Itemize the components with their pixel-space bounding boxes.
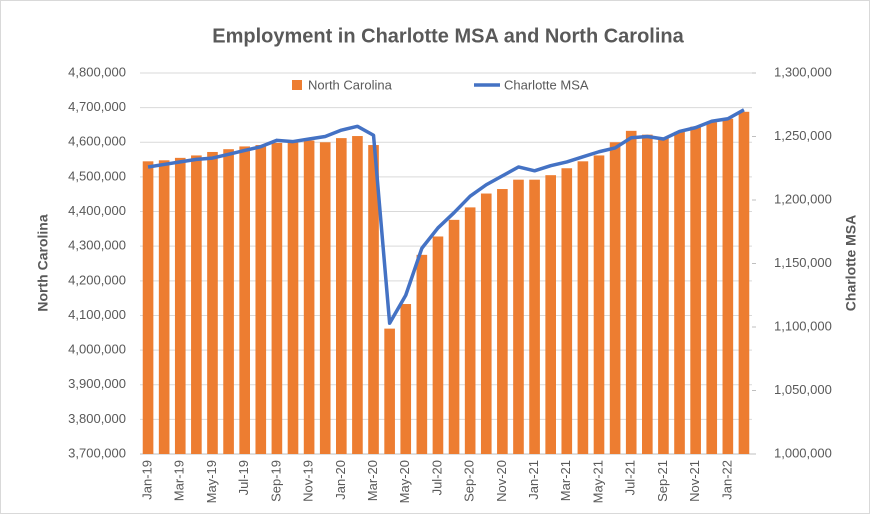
y-tick-label: 4,100,000 — [68, 307, 126, 322]
bar — [271, 142, 283, 454]
bar — [336, 138, 347, 454]
bar — [384, 328, 395, 454]
bar — [174, 157, 186, 455]
bar — [545, 175, 556, 454]
y-tick-label: 4,200,000 — [68, 272, 126, 287]
y2-axis-title: Charlotte MSA — [843, 215, 859, 311]
bar — [609, 142, 621, 455]
x-tick-label: Sep-20 — [462, 460, 477, 502]
bar — [352, 136, 363, 454]
bar — [642, 134, 653, 455]
x-tick-label: Sep-21 — [655, 460, 670, 502]
bar — [239, 146, 250, 455]
bar — [255, 145, 267, 454]
y-tick-label: 4,300,000 — [68, 238, 126, 253]
y-tick-label: 3,700,000 — [68, 445, 126, 460]
x-tick-label: Mar-21 — [558, 460, 573, 501]
legend-swatch — [292, 80, 302, 90]
bar — [690, 126, 701, 454]
bar — [158, 160, 170, 454]
bar — [658, 138, 669, 454]
legend-label: Charlotte MSA — [504, 77, 589, 92]
bar — [368, 145, 379, 454]
bar — [432, 236, 444, 454]
x-tick-label: Sep-19 — [268, 460, 283, 502]
y-tick-label: 4,500,000 — [68, 168, 126, 183]
bar — [738, 111, 750, 454]
y-tick-label: 4,600,000 — [68, 134, 126, 149]
x-tick-label: May-20 — [397, 460, 412, 503]
x-tick-label: Nov-19 — [301, 460, 316, 502]
x-tick-label: Nov-20 — [494, 460, 509, 502]
x-tick-label: Jul-21 — [623, 460, 638, 495]
bar — [480, 193, 492, 454]
bar — [416, 254, 428, 454]
bar — [561, 168, 573, 454]
x-tick-label: Jan-21 — [526, 460, 541, 500]
x-tick-label: Jan-22 — [719, 460, 734, 500]
bar — [207, 151, 218, 455]
bar — [319, 142, 331, 455]
x-tick-label: Mar-20 — [365, 460, 380, 501]
line — [147, 108, 745, 325]
bar — [223, 149, 234, 454]
bar — [400, 304, 412, 454]
bar — [706, 122, 718, 454]
y-tick-label: 4,400,000 — [68, 203, 126, 218]
y-tick-label: 4,000,000 — [68, 342, 126, 357]
bar — [448, 219, 460, 454]
bar — [529, 179, 540, 454]
bar — [287, 142, 299, 455]
y2-tick-label: 1,150,000 — [774, 255, 832, 270]
y2-tick-label: 1,050,000 — [774, 382, 832, 397]
bar — [142, 161, 154, 454]
y-axis-title: North Carolina — [35, 214, 51, 311]
legend-label: North Carolina — [308, 77, 393, 92]
bar — [497, 189, 508, 455]
y2-tick-label: 1,200,000 — [774, 191, 832, 206]
y2-tick-label: 1,100,000 — [774, 318, 832, 333]
bar — [593, 155, 605, 454]
x-tick-label: Jul-20 — [429, 460, 444, 495]
x-tick-label: Mar-19 — [172, 460, 187, 501]
bar — [577, 161, 589, 454]
chart-title: Employment in Charlotte MSA and North Ca… — [212, 25, 684, 47]
y-tick-label: 4,800,000 — [68, 64, 126, 79]
bar — [625, 130, 637, 455]
y-tick-label: 3,800,000 — [68, 411, 126, 426]
x-tick-label: Jan-20 — [333, 460, 348, 500]
x-tick-label: May-19 — [204, 460, 219, 503]
x-tick-label: Jan-19 — [139, 460, 154, 500]
x-tick-label: Nov-21 — [687, 460, 702, 502]
bar — [513, 179, 524, 454]
x-tick-label: May-21 — [590, 460, 605, 503]
y2-tick-label: 1,250,000 — [774, 128, 832, 143]
y2-tick-label: 1,000,000 — [774, 445, 832, 460]
bar — [464, 207, 476, 454]
y-tick-label: 4,700,000 — [68, 99, 126, 114]
bar — [191, 155, 202, 454]
y2-tick-label: 1,300,000 — [774, 64, 832, 79]
bar — [303, 140, 315, 455]
bar — [722, 118, 734, 454]
bar — [674, 131, 685, 454]
x-tick-label: Jul-19 — [236, 460, 251, 495]
y-tick-label: 3,900,000 — [68, 376, 126, 391]
